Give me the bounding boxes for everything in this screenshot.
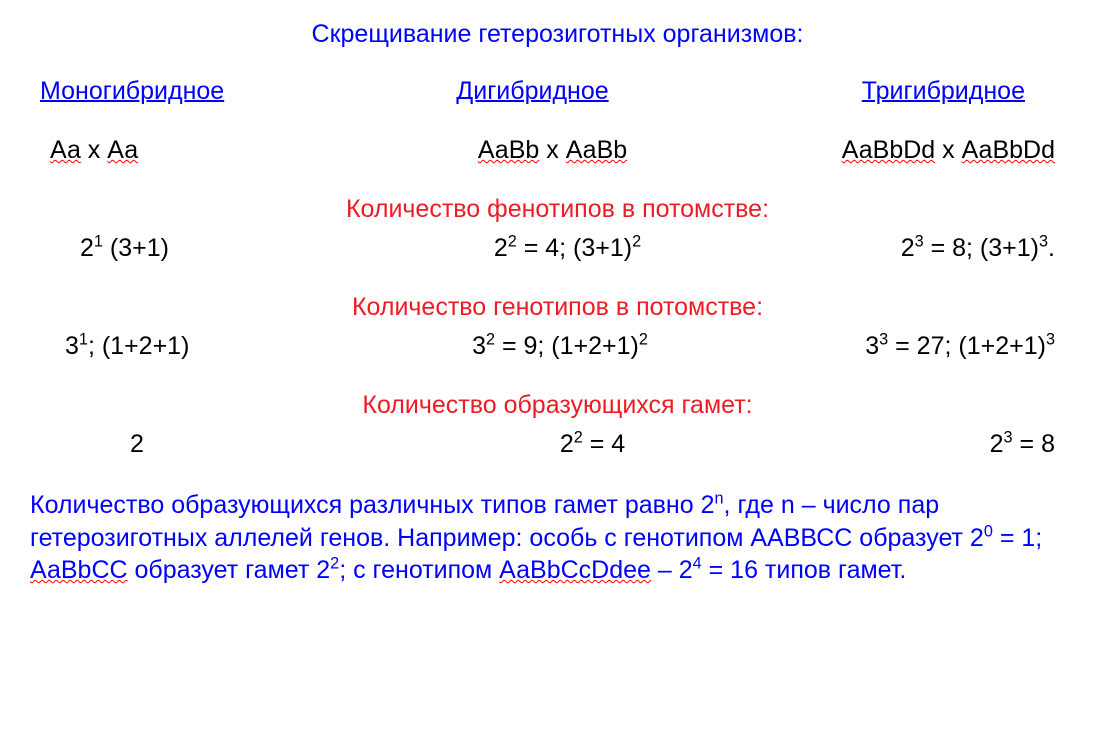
cross-mono: Аа х Аа [30,136,385,165]
footer-t1: Количество образующихся различных типов … [30,491,715,519]
header-di: Дигибридное [456,77,608,105]
gam-di-tail: = 4 [583,430,625,458]
footer-sup-n: n [715,490,724,508]
geno-di-s2: 2 [639,331,648,349]
cross-row: Аа х Аа АаВb х АаВb АаВbDd х АаВbDd [30,136,1085,165]
gam-tri-tail: = 8 [1013,430,1055,458]
geno-mono-tail: ; (1+2+1) [88,332,189,360]
phen-tri-mid: = 8; (3+1) [924,234,1039,262]
cross-di-p1: АаВb [478,136,539,164]
footer-g3: АаВbСсDdее [499,556,651,584]
geno-tri: 33 = 27; (1+2+1)3 [725,332,1085,361]
gam-di: 22 = 4 [438,430,746,459]
gam-tri-base: 2 [990,430,1004,458]
header-mono: Моногибридное [40,77,224,105]
phen-di-mid: = 4; (3+1) [517,234,632,262]
page-title: Скрещивание гетерозиготных организмов: [30,20,1085,49]
header-row: Моногибридное Дигибридное Тригибридное [30,77,1085,106]
phen-di-s1: 2 [508,233,517,251]
cross-mono-p2: Аа [107,136,138,164]
footer-t4: образует гамет 2 [128,556,331,584]
cross-di-x: х [539,136,565,164]
geno-mono-base: 3 [65,332,79,360]
footer-t5: ; с генотипом [339,556,499,584]
geno-di-b1: 3 [472,332,486,360]
cross-mono-x: х [81,136,107,164]
cross-di-p2: АаВb [566,136,627,164]
phen-di: 22 = 4; (3+1)2 [405,234,730,263]
geno-row: 31; (1+2+1) 32 = 9; (1+2+1)2 33 = 27; (1… [30,332,1085,361]
footer-t3: = 1; [993,524,1042,552]
phen-mono: 21 (3+1) [30,234,405,263]
geno-tri-s1: 3 [879,331,888,349]
geno-mono-sup: 1 [79,331,88,349]
footer-paragraph: Количество образующихся различных типов … [30,489,1085,587]
cross-tri: АаВbDd х АаВbDd [720,136,1085,165]
gam-tri: 23 = 8 [747,430,1085,459]
geno-di-s1: 2 [486,331,495,349]
gam-di-sup: 2 [574,429,583,447]
cross-mono-p1: Аа [50,136,81,164]
footer-t6: – 2 [651,556,693,584]
phen-tri-b1: 2 [901,234,915,262]
cross-di: АаВb х АаВb [385,136,720,165]
gam-tri-sup: 3 [1004,429,1013,447]
gam-row: 2 22 = 4 23 = 8 [30,430,1085,459]
header-tri: Тригибридное [862,77,1025,105]
geno-di-mid: = 9; (1+2+1) [495,332,639,360]
phen-di-s2: 2 [632,233,641,251]
section-genotypes: Количество генотипов в потомстве: [30,293,1085,322]
phen-di-b1: 2 [494,234,508,262]
footer-sup0: 0 [984,522,993,540]
geno-mono: 31; (1+2+1) [30,332,395,361]
geno-di: 32 = 9; (1+2+1)2 [395,332,725,361]
phen-tri: 23 = 8; (3+1)3. [730,234,1085,263]
footer-t7: = 16 типов гамет. [702,556,907,584]
phen-mono-base: 2 [80,234,94,262]
phen-row: 21 (3+1) 22 = 4; (3+1)2 23 = 8; (3+1)3. [30,234,1085,263]
phen-tri-s1: 3 [915,233,924,251]
phen-tri-s2: 3 [1039,233,1048,251]
section-gametes: Количество образующихся гамет: [30,391,1085,420]
gam-di-base: 2 [560,430,574,458]
phen-mono-tail: (3+1) [103,234,169,262]
cross-tri-p2: АаВbDd [962,136,1055,164]
geno-tri-b1: 3 [865,332,879,360]
footer-sup4: 4 [693,555,702,573]
cross-tri-p1: АаВbDd [842,136,935,164]
footer-sup2: 2 [330,555,339,573]
phen-mono-sup: 1 [94,233,103,251]
gam-mono: 2 [30,430,438,459]
geno-tri-mid: = 27; (1+2+1) [888,332,1046,360]
footer-g2: АаВbСС [30,556,128,584]
section-phenotypes: Количество фенотипов в потомстве: [30,195,1085,224]
phen-tri-dot: . [1048,234,1055,262]
geno-tri-s2: 3 [1046,331,1055,349]
cross-tri-x: х [935,136,961,164]
